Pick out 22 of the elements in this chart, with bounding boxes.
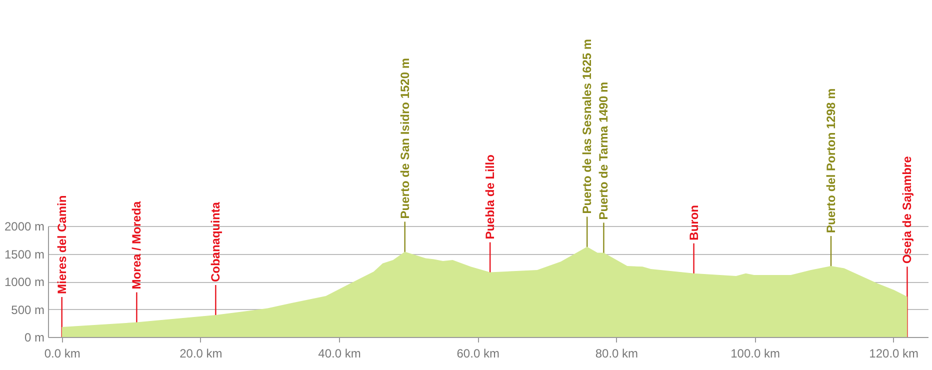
- ref-line-label: Puerto del Porton 1298 m: [824, 88, 838, 234]
- x-tick-label: 60.0 km: [456, 346, 500, 360]
- x-tick-label: 80.0 km: [595, 346, 638, 360]
- ref-line-label: Puebla de Lillo: [483, 154, 498, 240]
- x-tick-label: 40.0 km: [318, 346, 361, 360]
- x-tick-label: 0.0 km: [44, 346, 80, 360]
- ref-line-label: Buron: [686, 205, 701, 240]
- ref-line-label: Puerto de San Isidro 1520 m: [398, 58, 412, 219]
- y-tick-label: 1500 m: [4, 247, 44, 262]
- y-tick-label: 500 m: [11, 302, 44, 317]
- x-tick-label: 120.0 km: [869, 346, 919, 360]
- x-tick-label: 100.0 km: [730, 346, 780, 360]
- ref-line-label: Puerto de Tarma 1490 m: [596, 82, 611, 220]
- ref-line-label: Oseja de Sajambre: [900, 156, 914, 264]
- ref-line-label: Puerto de las Sesnales 1625 m: [580, 38, 594, 214]
- y-tick-label: 1000 m: [4, 275, 44, 289]
- ref-line-label: Mieres del Camin: [54, 195, 69, 294]
- ref-line-label: Morea / Moreda: [130, 200, 144, 290]
- y-tick-label: 2000 m: [4, 220, 44, 234]
- ref-line-label: Cobanaquinta: [208, 202, 223, 282]
- x-tick-label: 20.0 km: [180, 346, 222, 360]
- y-tick-label: 0 m: [24, 330, 44, 344]
